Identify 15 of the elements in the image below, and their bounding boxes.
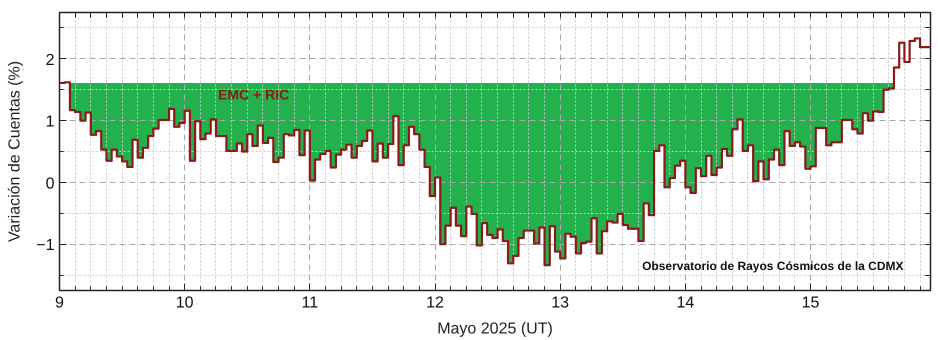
series-label: EMC + RIC (218, 86, 290, 103)
y-axis-title: Variación de Cuentas (%) (6, 60, 24, 242)
x-tick-label: 9 (55, 294, 64, 312)
x-tick-label: 13 (551, 294, 570, 312)
x-tick-label: 12 (426, 294, 444, 312)
x-tick-label: 10 (176, 294, 194, 312)
y-tick-label: 0 (46, 175, 55, 192)
x-tick-label: 11 (302, 294, 318, 312)
x-tick-label: 15 (802, 294, 820, 312)
annotation: Observatorio de Rayos Cósmicos de la CDMX (642, 258, 904, 273)
x-axis-title: Mayo 2025 (UT) (437, 320, 553, 338)
y-tick-label: 1 (46, 114, 55, 131)
y-tick-label: −1 (36, 237, 55, 254)
y-tick-label: 2 (46, 52, 55, 69)
x-tick-label: 14 (676, 294, 694, 312)
